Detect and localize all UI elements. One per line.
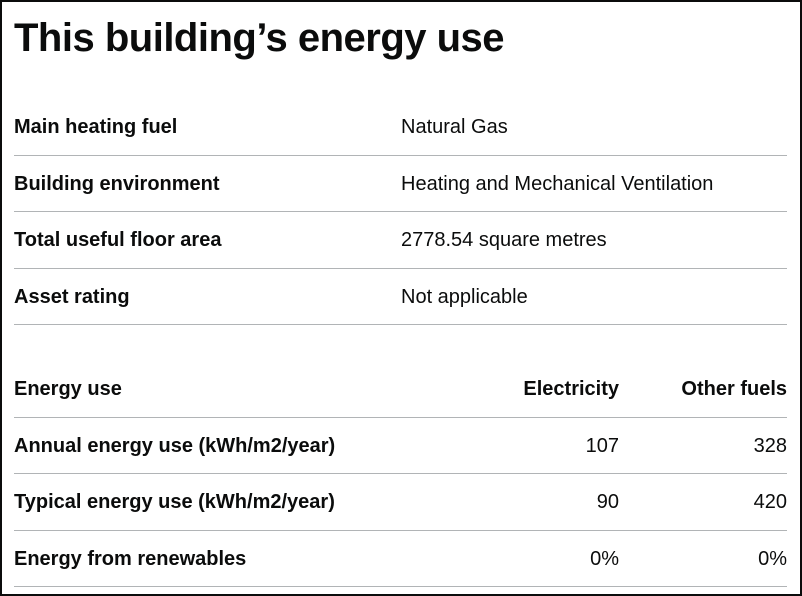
summary-value: Natural Gas [401, 116, 508, 138]
summary-list: Main heating fuel Natural Gas Building e… [14, 99, 787, 325]
summary-value: Heating and Mechanical Ventilation [401, 172, 714, 195]
column-header-energy-use: Energy use [14, 378, 122, 400]
page-title: This building’s energy use [14, 16, 505, 60]
row-label: Annual energy use (kWh/m2/year) [14, 434, 336, 457]
summary-key: Asset rating [14, 285, 130, 308]
electricity-cell: 90 [596, 491, 619, 513]
summary-row-floor-area: Total useful floor area 2778.54 square m… [14, 212, 787, 269]
summary-row-main-heating-fuel: Main heating fuel Natural Gas [14, 99, 787, 156]
other-fuels-cell: 420 [753, 491, 787, 513]
summary-key: Main heating fuel [14, 116, 178, 138]
column-header-electricity: Electricity [523, 378, 619, 400]
table-row: Energy from renewables 0% 0% [14, 531, 787, 587]
row-label: Energy from renewables [14, 547, 247, 570]
row-label: Typical energy use (kWh/m2/year) [14, 491, 335, 513]
table-header-row: Energy use Electricity Other fuels [14, 361, 787, 418]
electricity-cell: 0% [590, 547, 619, 570]
electricity-cell: 107 [585, 434, 619, 457]
table-row: Annual energy use (kWh/m2/year) 107 328 [14, 418, 787, 474]
summary-key: Building environment [14, 172, 220, 195]
column-header-other-fuels: Other fuels [681, 378, 787, 400]
table-row: Typical energy use (kWh/m2/year) 90 420 [14, 474, 787, 531]
summary-key: Total useful floor area [14, 229, 222, 251]
summary-row-building-environment: Building environment Heating and Mechani… [14, 156, 787, 212]
summary-row-asset-rating: Asset rating Not applicable [14, 269, 787, 325]
summary-value: 2778.54 square metres [401, 229, 607, 251]
summary-value: Not applicable [401, 285, 528, 308]
other-fuels-cell: 328 [753, 434, 787, 457]
energy-use-table: Energy use Electricity Other fuels Annua… [14, 361, 787, 587]
other-fuels-cell: 0% [758, 547, 787, 570]
